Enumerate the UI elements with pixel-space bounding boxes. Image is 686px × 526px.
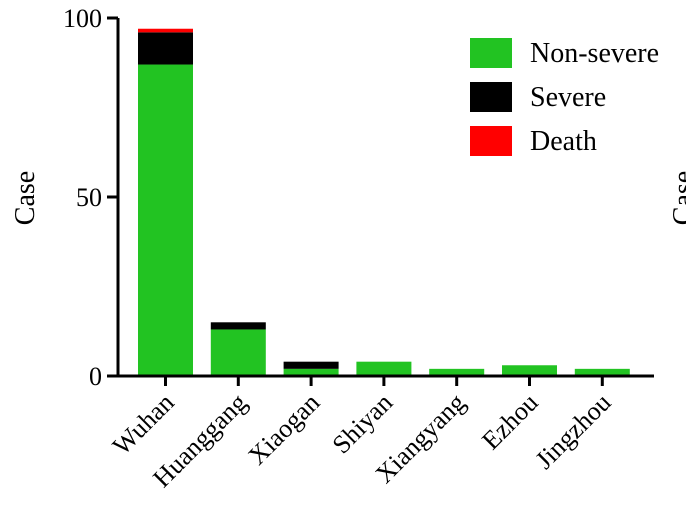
axes-group (116, 18, 654, 378)
legend-label: Non-severe (530, 38, 659, 69)
x-tick-label: Shiyan (327, 388, 399, 460)
legend-swatch-non-severe (470, 38, 512, 68)
bar-segment-death-wuhan (138, 28, 193, 33)
legend-swatch-severe (470, 82, 512, 112)
bar-segment-non-severe-huanggang (210, 329, 266, 376)
x-tick-label: Ezhou (476, 388, 543, 455)
bar-segment-non-severe-shiyan (356, 361, 412, 376)
x-tick-label: Xiaogan (243, 388, 326, 471)
legend-swatch-death (470, 126, 512, 156)
y-tick-label: 50 (76, 183, 102, 212)
y-tick-label: 0 (89, 362, 102, 391)
legend-label: Severe (530, 82, 606, 113)
bar-segment-severe-huanggang (210, 322, 266, 330)
y-ticks-group: 0 50 100 (63, 4, 118, 391)
bar-segment-non-severe-jingzhou (574, 368, 630, 376)
bar-segment-non-severe-ezhou (502, 365, 557, 376)
bar-segment-non-severe-wuhan (138, 64, 193, 376)
bar-segment-severe-wuhan (138, 32, 193, 65)
y-axis-label: Case (10, 171, 41, 225)
bars-group (138, 28, 630, 376)
bar-segment-non-severe-xiangyang (429, 368, 485, 376)
bar-segment-non-severe-xiaogan (283, 368, 339, 376)
legend-label: Death (530, 126, 597, 157)
y-tick-label: 100 (63, 4, 102, 33)
next-panel-y-axis-label-partial: Case (668, 171, 686, 225)
legend: Non-severe Severe Death (470, 38, 659, 157)
bar-segment-severe-xiaogan (283, 361, 339, 369)
x-tick-label: Jingzhou (530, 388, 617, 475)
